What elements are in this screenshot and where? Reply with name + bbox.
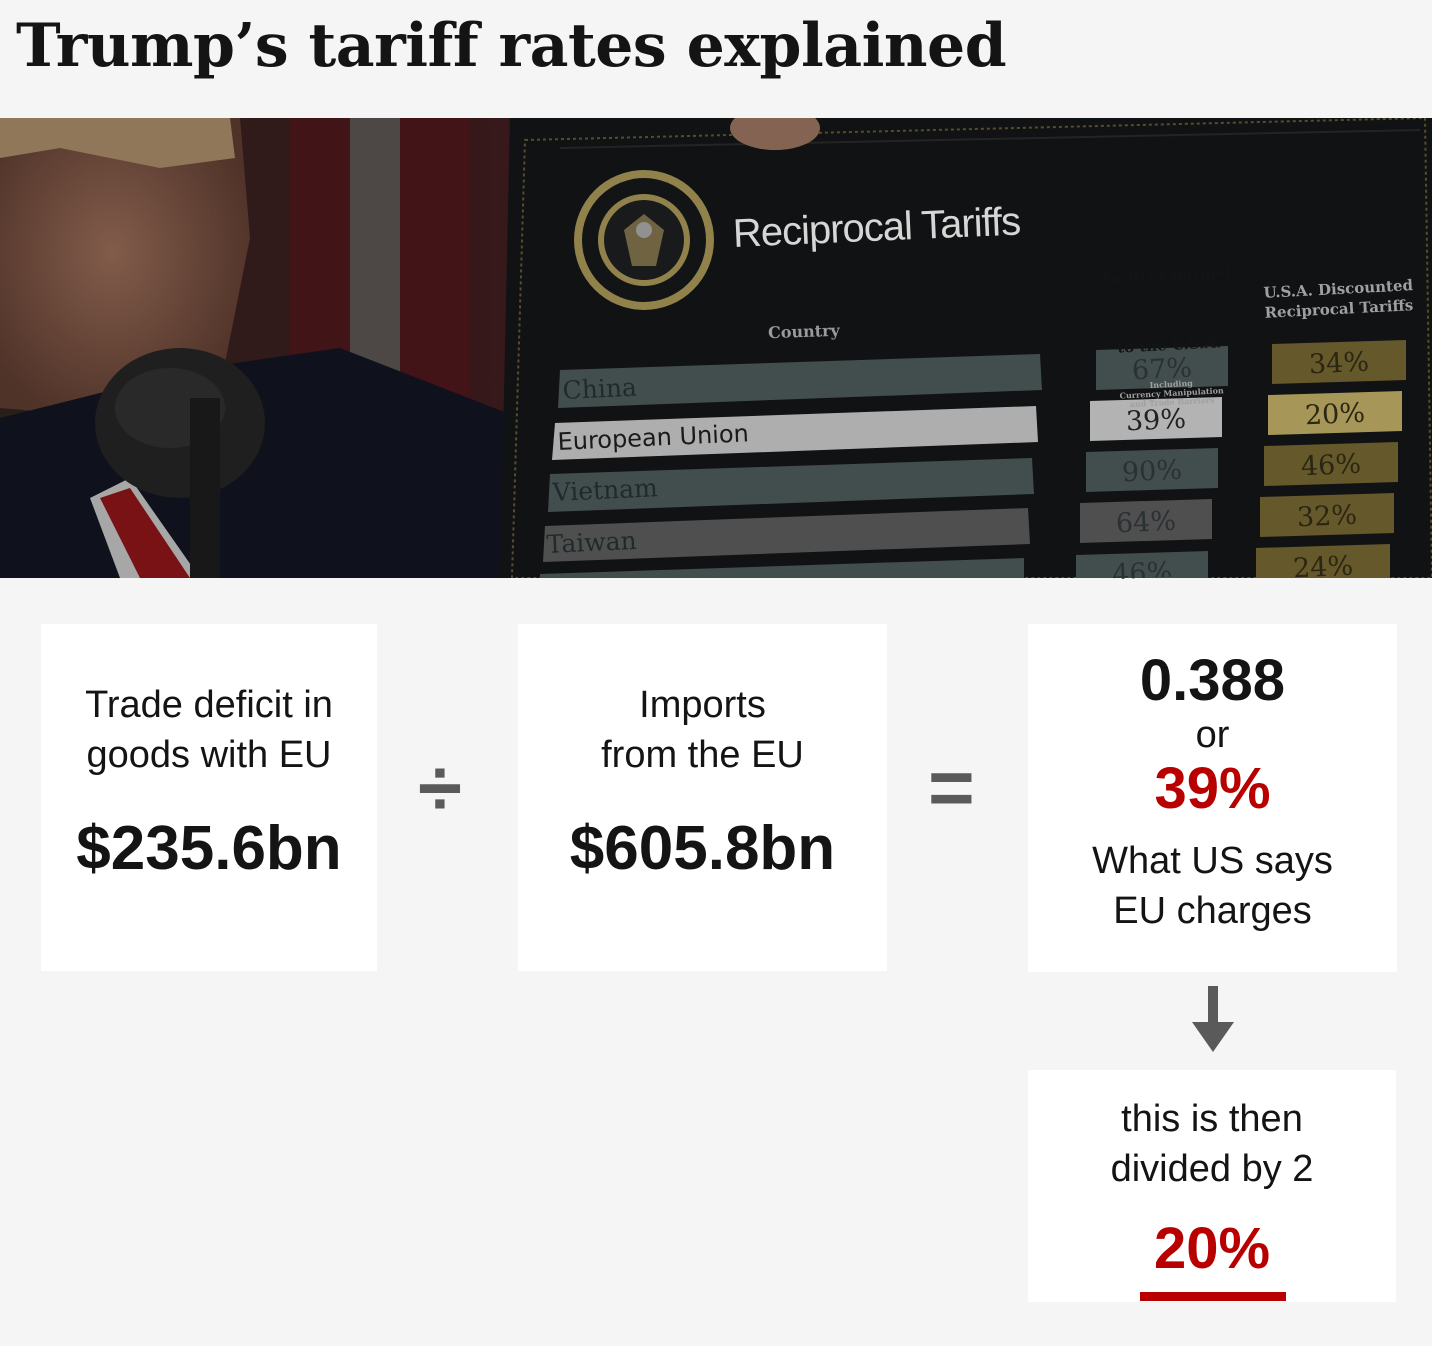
row-bar-china [558,354,1042,408]
row-bar-eu [552,406,1038,460]
result-card: 0.388 or 39% What US says EU charges [1028,624,1397,972]
board-reciprocal-header: U.S.A. Discounted Reciprocal Tariffs [1263,276,1414,322]
board-row-taiwan: Taiwan [546,525,638,559]
board-cell-china-reciprocal: 34% [1308,346,1370,381]
speaker-face [0,118,250,418]
board-cell-taiwan-reciprocal: 32% [1296,499,1358,534]
equals-icon: = [928,743,975,832]
arrow-down-icon [1192,986,1234,1052]
divide-icon: ÷ [418,743,462,832]
row-bar-taiwan [543,508,1030,562]
board-row-vietnam: Vietnam [552,473,659,507]
halved-percent: 20% [1153,1216,1271,1281]
imports-card: Imports from the EU $605.8bn [518,624,887,971]
halved-caption-line2: divided by 2 [1110,1148,1314,1190]
deficit-label-line1: Trade deficit in [85,684,333,726]
imports-label-line2: from the EU [601,734,804,776]
board-cell-vietnam-charged: 90% [1121,454,1183,489]
result-caption-line1: What US says [1092,840,1333,882]
board-country-header: Country [767,320,841,343]
board-cell-china-charged: 67% [1131,352,1193,387]
imports-value: $605.8bn [569,814,836,883]
board-cell-eu-reciprocal: 20% [1304,397,1366,432]
press-conference-illustration [0,118,1432,578]
imports-label-line1: Imports [639,684,766,726]
board-cell-vietnam-reciprocal: 46% [1300,448,1362,483]
halved-underline [1140,1292,1286,1301]
result-or: or [1195,714,1230,756]
deficit-value: $235.6bn [76,814,342,883]
result-decimal: 0.388 [1139,648,1286,713]
result-percent: 39% [1154,756,1271,821]
board-cell-taiwan-charged: 64% [1115,505,1177,540]
presidential-seal-icon [574,170,714,310]
result-caption-line2: EU charges [1113,890,1312,932]
board-row-china: China [562,372,638,405]
deficit-card: Trade deficit in goods with EU $235.6bn [41,624,377,971]
halved-caption-line1: this is then [1121,1098,1303,1140]
deficit-label-line2: goods with EU [86,734,332,776]
halved-card: this is then divided by 2 20% [1028,1070,1396,1302]
page-title: Trump’s tariff rates explained [16,11,1007,81]
board-cell-eu-charged: 39% [1125,403,1187,438]
row-bar-vietnam [548,458,1034,512]
